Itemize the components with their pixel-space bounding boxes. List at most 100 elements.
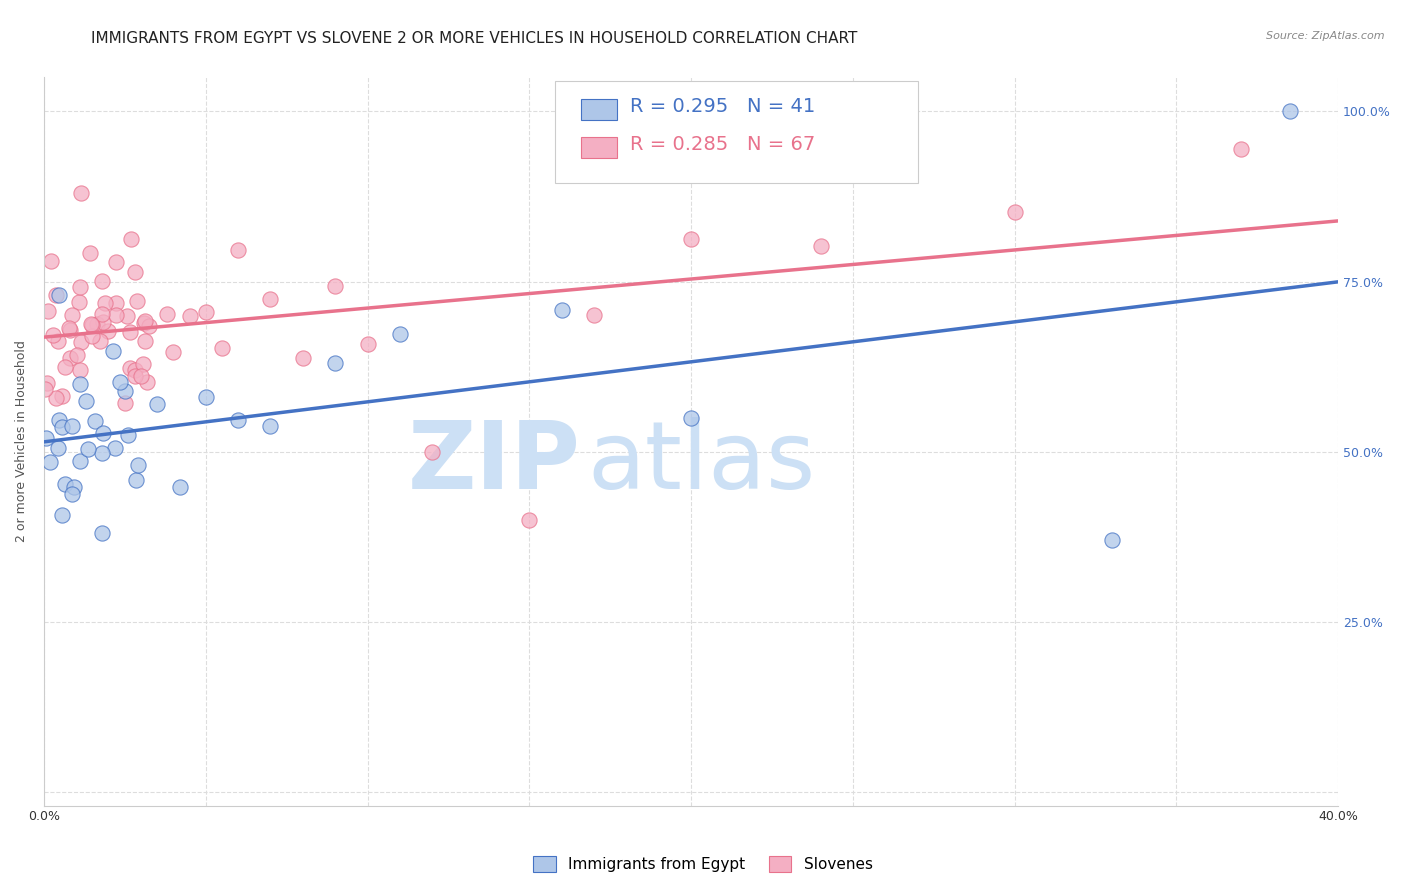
Point xyxy=(323,278,346,293)
Y-axis label: 2 or more Vehicles in Household: 2 or more Vehicles in Household xyxy=(15,341,28,542)
Point xyxy=(53,477,76,491)
Point xyxy=(37,304,59,318)
Point xyxy=(114,384,136,398)
Point xyxy=(108,375,131,389)
Point xyxy=(75,393,97,408)
Point xyxy=(146,397,169,411)
FancyBboxPatch shape xyxy=(555,81,918,183)
Point xyxy=(62,480,84,494)
Point xyxy=(420,444,443,458)
Point xyxy=(51,389,73,403)
Point xyxy=(226,244,249,258)
Point xyxy=(226,413,249,427)
Point xyxy=(91,315,114,329)
Point xyxy=(91,445,114,459)
Point xyxy=(82,329,104,343)
Point xyxy=(156,307,179,321)
Point xyxy=(120,231,142,245)
Point xyxy=(69,334,91,349)
Point xyxy=(91,526,114,541)
Point xyxy=(550,303,572,318)
Point xyxy=(90,274,112,288)
Point xyxy=(35,376,58,390)
Point xyxy=(134,316,156,330)
Point xyxy=(93,425,115,440)
Point xyxy=(1101,533,1123,548)
Point xyxy=(1004,204,1026,219)
Point xyxy=(89,334,111,348)
Legend: Immigrants from Egypt, Slovenes: Immigrants from Egypt, Slovenes xyxy=(526,848,880,880)
Point xyxy=(179,309,201,323)
Point xyxy=(90,307,112,321)
Point xyxy=(120,325,142,339)
Point xyxy=(38,455,60,469)
Point xyxy=(58,320,80,334)
Point xyxy=(124,369,146,384)
Point xyxy=(583,308,606,322)
Point xyxy=(104,308,127,322)
Point xyxy=(82,318,104,332)
Point xyxy=(134,314,156,328)
Point xyxy=(86,318,108,332)
Point xyxy=(35,431,58,445)
Point xyxy=(48,288,70,302)
Point xyxy=(59,351,82,365)
Point xyxy=(84,414,107,428)
Point xyxy=(169,479,191,493)
Point xyxy=(70,186,93,201)
Point xyxy=(127,458,149,472)
Point xyxy=(45,392,67,406)
Point xyxy=(115,309,138,323)
FancyBboxPatch shape xyxy=(581,137,617,158)
Point xyxy=(131,357,153,371)
Point xyxy=(125,293,148,308)
Point xyxy=(356,336,378,351)
Point xyxy=(80,317,103,331)
Point xyxy=(60,486,83,500)
Point xyxy=(46,334,69,348)
Point xyxy=(105,295,128,310)
Point xyxy=(105,254,128,268)
Point xyxy=(810,239,832,253)
Point xyxy=(60,308,83,322)
Point xyxy=(67,295,90,310)
Point xyxy=(101,343,124,358)
Point xyxy=(211,342,233,356)
Text: R = 0.285   N = 67: R = 0.285 N = 67 xyxy=(630,135,815,154)
Point xyxy=(124,363,146,377)
Text: IMMIGRANTS FROM EGYPT VS SLOVENE 2 OR MORE VEHICLES IN HOUSEHOLD CORRELATION CHA: IMMIGRANTS FROM EGYPT VS SLOVENE 2 OR MO… xyxy=(91,31,858,46)
FancyBboxPatch shape xyxy=(581,99,617,120)
Point xyxy=(114,396,136,410)
Point xyxy=(194,390,217,404)
Point xyxy=(681,410,703,425)
Point xyxy=(39,254,62,268)
Point xyxy=(77,442,100,457)
Point xyxy=(259,419,281,434)
Text: atlas: atlas xyxy=(588,417,815,509)
Point xyxy=(51,508,73,522)
Point xyxy=(162,345,184,359)
Point xyxy=(1230,142,1253,156)
Point xyxy=(131,369,153,384)
Point xyxy=(48,413,70,427)
Point xyxy=(45,288,67,302)
Point xyxy=(135,375,157,389)
Text: ZIP: ZIP xyxy=(408,417,581,509)
Point xyxy=(194,305,217,319)
Point xyxy=(291,351,314,366)
Text: Source: ZipAtlas.com: Source: ZipAtlas.com xyxy=(1267,31,1385,41)
Point xyxy=(60,419,83,434)
Point xyxy=(134,334,156,349)
Point xyxy=(69,363,91,377)
Point xyxy=(125,473,148,487)
Point xyxy=(53,359,76,374)
Point xyxy=(138,319,160,334)
Point xyxy=(79,245,101,260)
Point xyxy=(46,441,69,455)
Point xyxy=(69,376,91,391)
Point xyxy=(117,428,139,442)
Point xyxy=(94,296,117,310)
Point xyxy=(517,513,540,527)
Point xyxy=(323,356,346,370)
Text: R = 0.295   N = 41: R = 0.295 N = 41 xyxy=(630,97,815,116)
